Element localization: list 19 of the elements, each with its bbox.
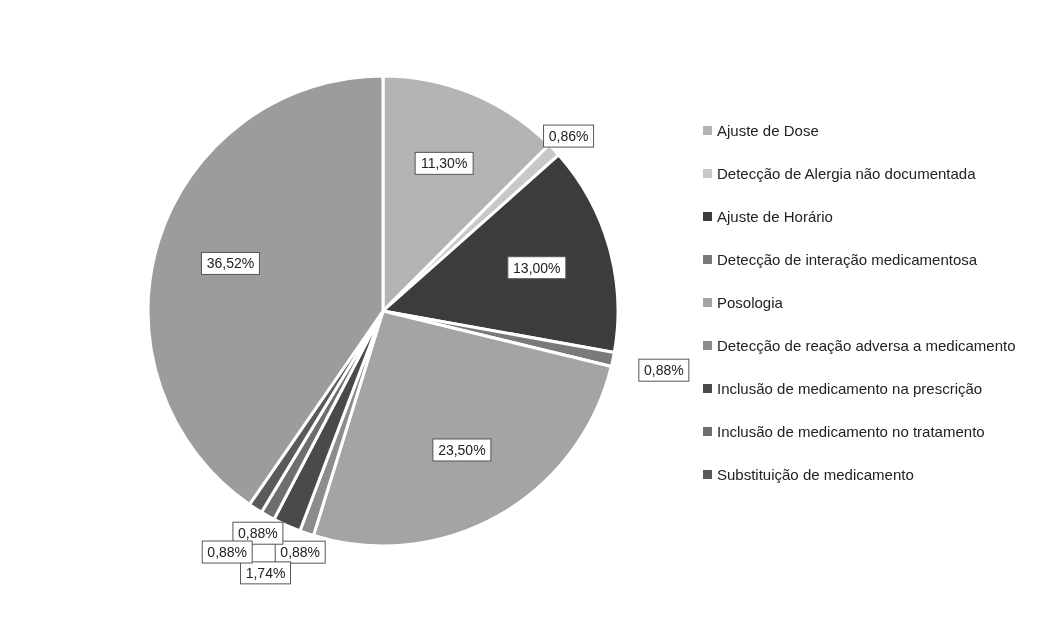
data-label: 0,88% xyxy=(238,525,278,542)
legend-label: Posologia xyxy=(717,293,783,311)
legend-label: Inclusão de medicamento no tratamento xyxy=(717,422,985,440)
data-label: 0,88% xyxy=(643,362,684,379)
legend-label: Detecção de reação adversa a medicamento xyxy=(717,336,1016,354)
data-label: 0,86% xyxy=(548,128,589,145)
data-label: 1,74% xyxy=(245,564,286,581)
legend-label: Detecção de interação medicamentosa xyxy=(717,250,978,268)
data-label: 13,00% xyxy=(513,259,561,276)
legend-label: Ajuste de Dose xyxy=(717,121,819,139)
data-label: 23,50% xyxy=(438,441,486,458)
legend-label: Inclusão de medicamento na prescrição xyxy=(717,379,983,397)
data-label: 36,52% xyxy=(206,255,255,272)
legend-label: Ajuste de Horário xyxy=(717,207,833,225)
data-label: 0,88% xyxy=(207,544,248,561)
data-label: 0,88% xyxy=(280,544,321,561)
data-label: 11,30% xyxy=(420,155,468,172)
legend-label: Detecção de Alergia não documentada xyxy=(717,164,976,182)
legend-label: Substituição de medicamento xyxy=(717,465,914,483)
